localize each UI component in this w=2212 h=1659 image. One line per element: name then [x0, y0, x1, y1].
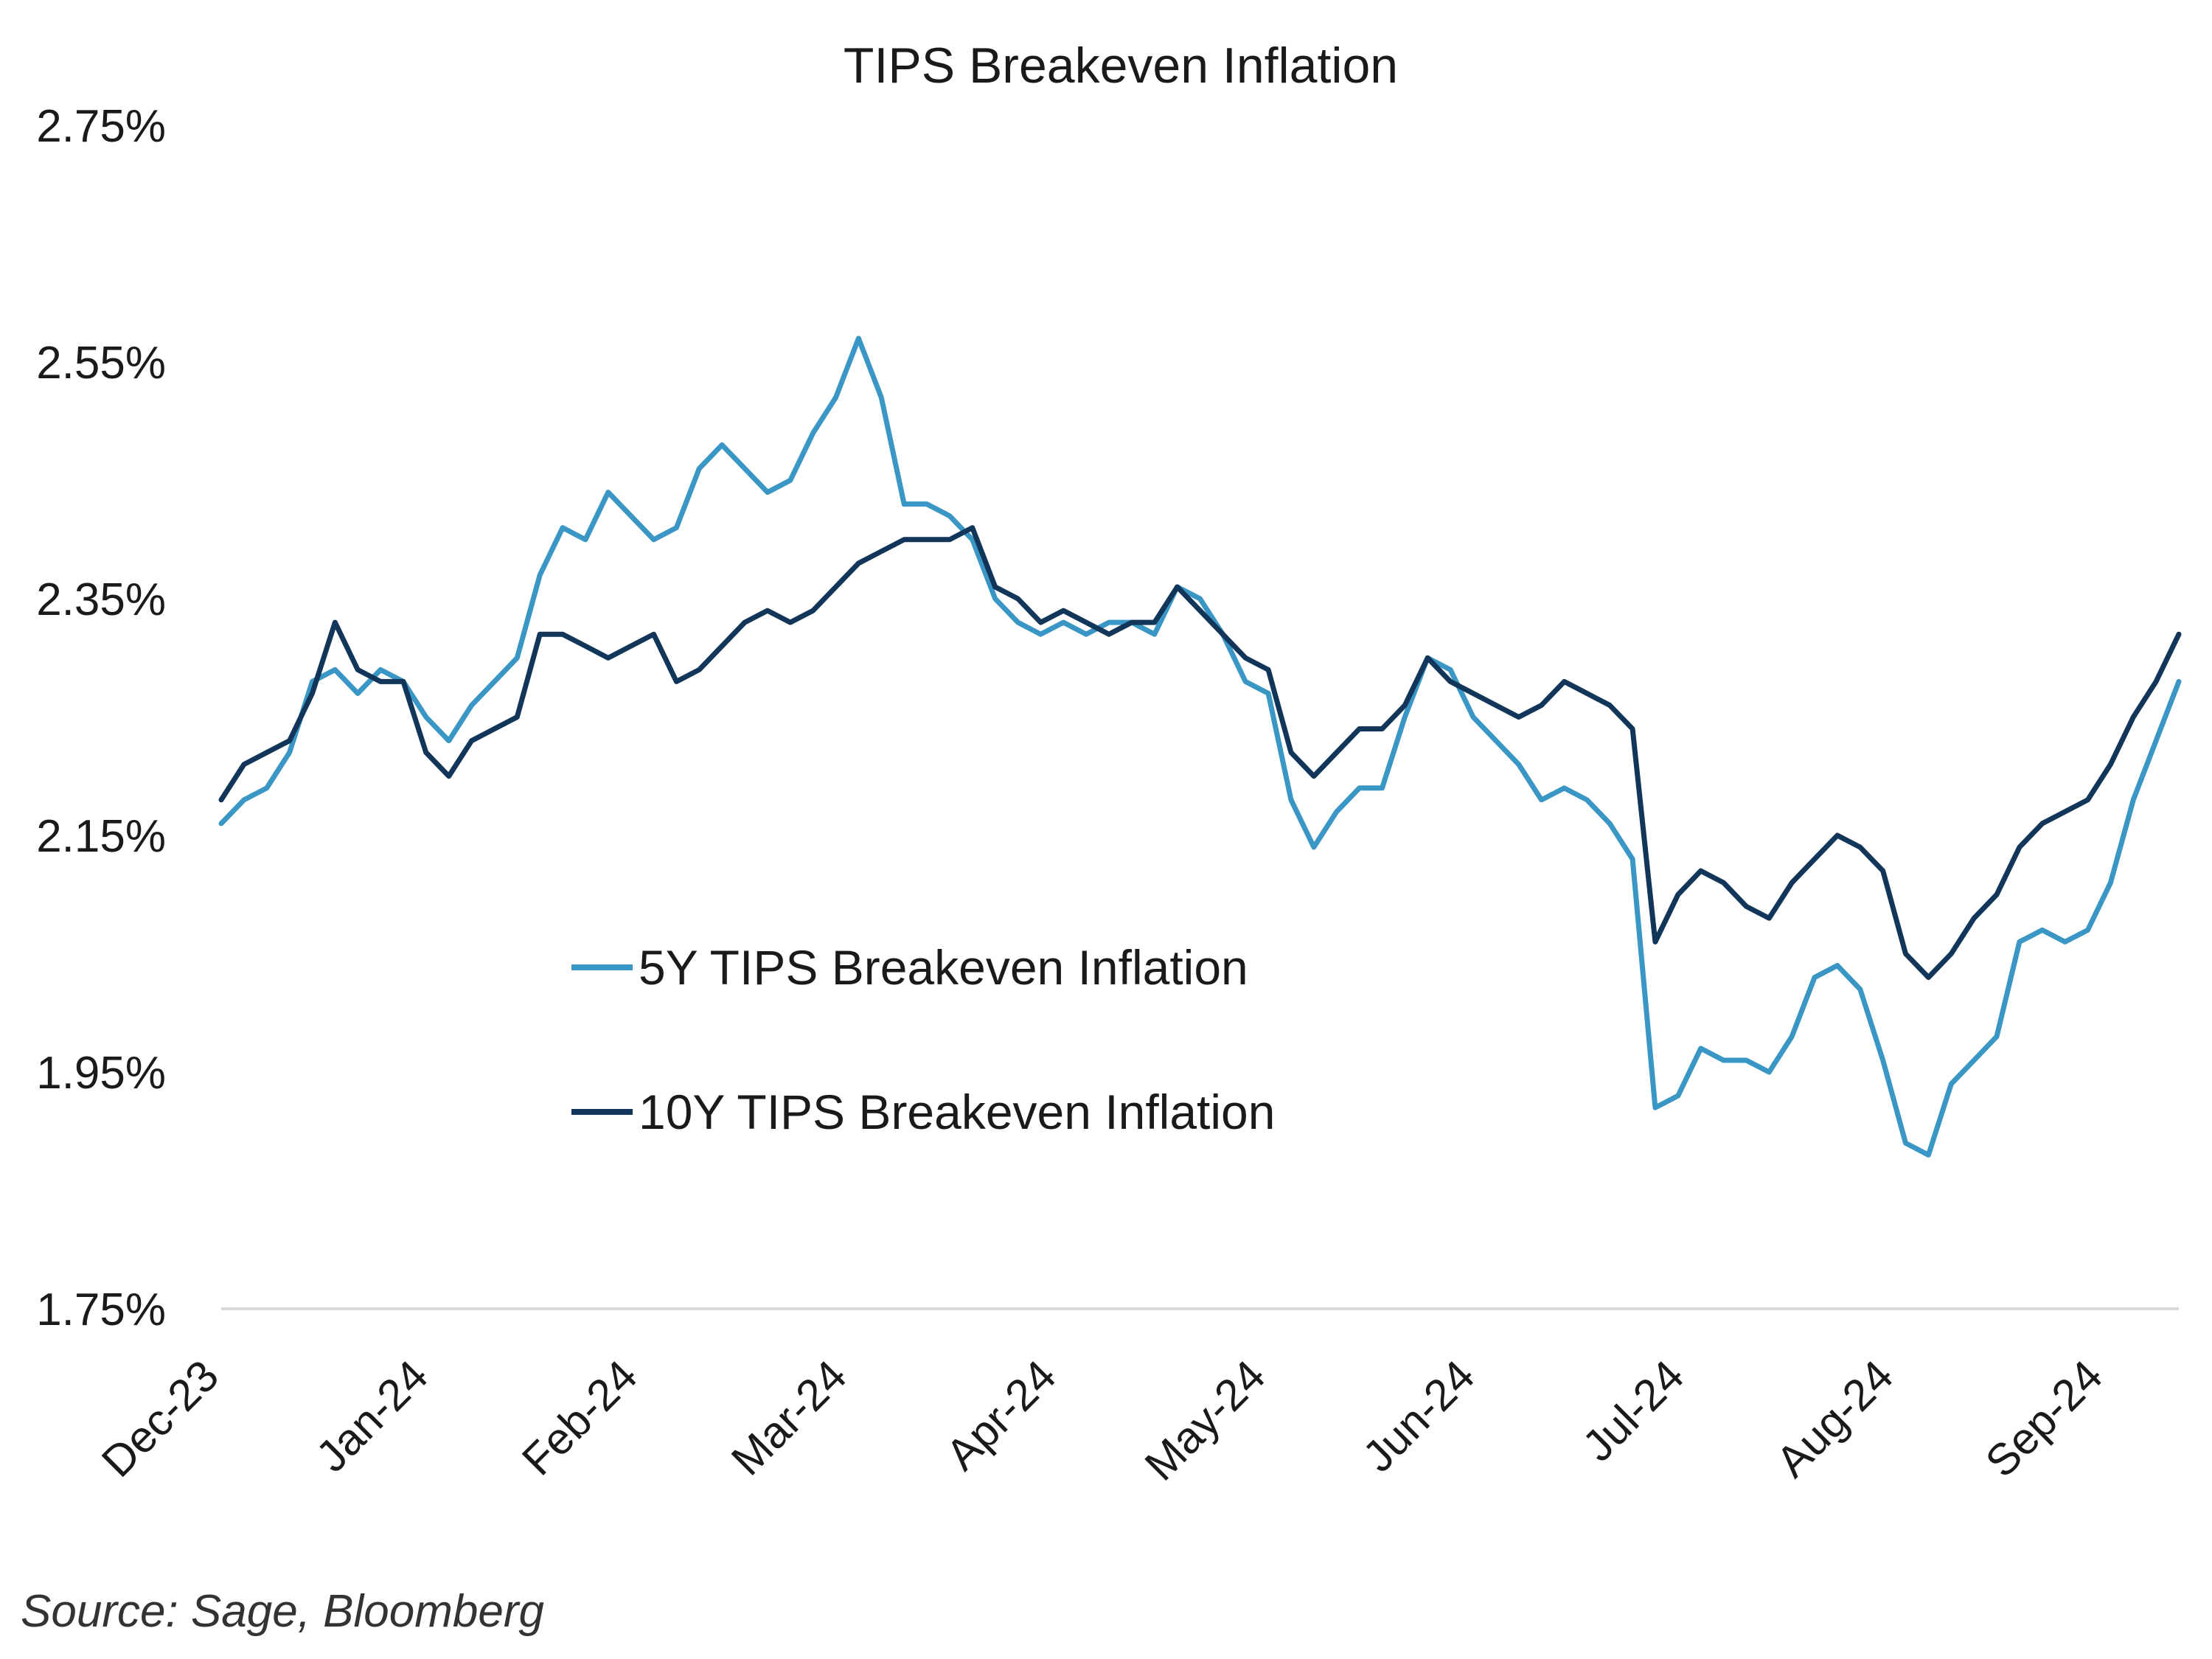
x-tick-label: Feb-24 — [512, 1351, 647, 1485]
chart-title: TIPS Breakeven Inflation — [844, 38, 1398, 94]
y-tick-label: 1.95% — [36, 1048, 166, 1099]
x-tick-label: Mar-24 — [722, 1351, 856, 1485]
series-line-10y — [218, 525, 2182, 981]
legend-label: 5Y TIPS Breakeven Inflation — [639, 940, 1248, 995]
x-tick-label: May-24 — [1135, 1351, 1275, 1490]
legend: 5Y TIPS Breakeven Inflation 10Y TIPS Brea… — [571, 940, 1275, 1139]
x-axis: Dec-23 Jan-24 Feb-24 Mar-24 Apr-24 May-24 Jun-… — [92, 1351, 2112, 1490]
x-tick-label: Apr-24 — [936, 1351, 1065, 1480]
legend-label: 10Y TIPS Breakeven Inflation — [639, 1085, 1275, 1139]
y-tick-label: 2.55% — [36, 338, 166, 389]
x-tick-label: Aug-24 — [1767, 1351, 1902, 1486]
y-tick-label: 1.75% — [36, 1284, 166, 1335]
source-note: Source: Sage, Bloomberg — [21, 1586, 544, 1637]
plot-area — [218, 335, 2182, 1158]
y-tick-label: 2.75% — [36, 101, 166, 152]
x-tick-label: Sep-24 — [1976, 1351, 2112, 1486]
x-tick-label: Jun-24 — [1353, 1351, 1484, 1481]
y-tick-label: 2.35% — [36, 574, 166, 625]
y-tick-label: 2.15% — [36, 811, 166, 862]
series-line-5y — [218, 335, 2182, 1158]
y-axis: 2.75% 2.55% 2.35% 2.15% 1.95% 1.75% — [36, 101, 166, 1335]
x-tick-label: Dec-23 — [92, 1351, 228, 1486]
x-tick-label: Jan-24 — [307, 1351, 437, 1481]
x-tick-label: Jul-24 — [1573, 1351, 1693, 1471]
